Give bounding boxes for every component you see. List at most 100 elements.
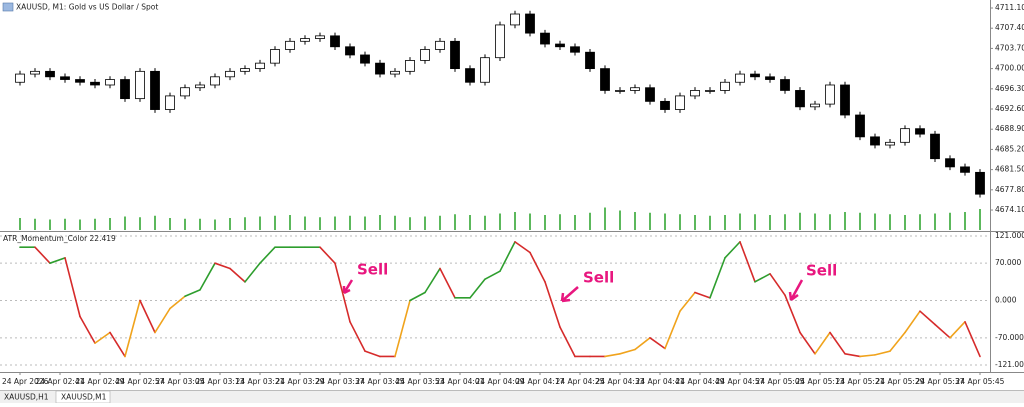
indicator-line — [229, 267, 246, 283]
volume-bar — [484, 215, 486, 230]
candle-body — [240, 68, 250, 72]
x-tick-label: 24 Apr 05:05 — [756, 377, 805, 386]
candle-body — [765, 76, 775, 80]
indicator-line — [409, 291, 426, 302]
candle-body — [960, 166, 970, 173]
x-tick-label: 24 Apr 04:41 — [636, 377, 685, 386]
indicator-line — [484, 270, 501, 280]
tab-label[interactable]: XAUUSD,M1 — [61, 393, 107, 402]
sell-arrow — [560, 286, 579, 303]
indicator-line — [214, 262, 231, 270]
candle-body — [780, 79, 790, 91]
volume-bar — [259, 216, 261, 230]
candle-body — [75, 79, 85, 83]
volume-bar — [679, 214, 681, 230]
tab[interactable] — [0, 391, 55, 403]
candle-body — [15, 73, 25, 83]
volume-bar — [184, 218, 186, 230]
y-tick-label: 70.000 — [995, 258, 1021, 267]
volume-bar — [784, 214, 786, 230]
candle-body — [945, 158, 955, 168]
indicator-line — [949, 321, 966, 339]
tab-label[interactable]: XAUUSD,H1 — [4, 393, 49, 402]
volume-bar — [499, 213, 501, 230]
candle-body — [195, 84, 205, 89]
candle-body — [255, 62, 265, 70]
sell-arrow — [788, 279, 804, 302]
indicator-line — [634, 337, 651, 351]
x-tick-label: 24 Apr 03:37 — [316, 377, 365, 386]
volume-bar — [844, 212, 846, 230]
sell-arrow — [342, 279, 354, 295]
volume-bar — [229, 218, 231, 230]
volume-bar — [514, 212, 516, 230]
y-tick-label: 4685.20 — [995, 144, 1024, 153]
volume-bar — [439, 215, 441, 230]
x-tick-label: 24 Apr 03:53 — [396, 377, 445, 386]
y-tick-label: 4692.60 — [995, 104, 1024, 113]
candle-body — [750, 73, 760, 78]
candle-body — [315, 35, 325, 39]
y-tick-label: 4677.80 — [995, 185, 1024, 194]
volume-bar — [334, 216, 336, 230]
indicator-line — [919, 310, 936, 326]
candle-body — [210, 76, 220, 86]
candle-body — [165, 95, 175, 110]
x-tick-label: 24 Apr 03:29 — [276, 377, 325, 386]
chart-title: XAUUSD, M1: Gold vs US Dollar / Spot — [16, 3, 158, 12]
volume-bar — [34, 218, 36, 230]
indicator-line — [859, 354, 876, 358]
volume-bar — [424, 216, 426, 230]
volume-bar — [349, 215, 351, 230]
candle-body — [825, 84, 835, 105]
candle-body — [675, 95, 685, 110]
candle-body — [810, 103, 820, 108]
volume-bar — [919, 214, 921, 230]
volume-bar — [544, 215, 546, 230]
indicator-line — [844, 353, 861, 358]
volume-bar — [769, 215, 771, 230]
indicator-line — [739, 241, 756, 283]
volume-bar — [934, 213, 936, 230]
volume-bar — [889, 214, 891, 230]
y-tick-label: 4674.10 — [995, 205, 1024, 214]
volume-bar — [244, 217, 246, 230]
indicator-line — [709, 257, 726, 299]
candle-body — [600, 68, 610, 91]
y-tick-label: 4696.30 — [995, 84, 1024, 93]
candle-body — [645, 87, 655, 102]
volume-bar — [964, 212, 966, 230]
indicator-line — [244, 262, 261, 283]
indicator-line — [754, 273, 771, 283]
x-tick-label: 24 Apr 04:57 — [716, 377, 765, 386]
volume-bar — [409, 217, 411, 230]
candle-body — [900, 128, 910, 143]
x-tick-label: 24 Apr 04:17 — [516, 377, 565, 386]
candle-body — [525, 13, 535, 34]
x-tick-label: 24 Apr 03:45 — [356, 377, 405, 386]
indicator-line — [664, 310, 681, 350]
candle-body — [135, 70, 145, 100]
volume-bar — [139, 217, 141, 230]
candle-body — [735, 73, 745, 83]
indicator-line — [49, 257, 66, 264]
candle-body — [390, 70, 400, 75]
volume-bar — [829, 214, 831, 230]
x-tick-label: 24 Apr 05:45 — [956, 377, 1005, 386]
volume-bar — [754, 214, 756, 230]
candle-body — [300, 38, 310, 42]
candle-body — [540, 32, 550, 45]
volume-bar — [109, 218, 111, 230]
x-tick-label: 24 Apr 03:05 — [156, 377, 205, 386]
volume-bar — [319, 217, 321, 230]
indicator-line — [109, 331, 126, 358]
indicator-line — [499, 241, 516, 272]
candle-body — [270, 49, 280, 64]
indicator-line — [814, 331, 831, 355]
candle-body — [705, 90, 715, 92]
indicator-line — [79, 315, 96, 344]
indicator-line — [34, 246, 51, 264]
indicator-line — [544, 281, 561, 328]
candle-body — [840, 84, 850, 116]
x-tick-label: 24 Apr 03:21 — [236, 377, 285, 386]
